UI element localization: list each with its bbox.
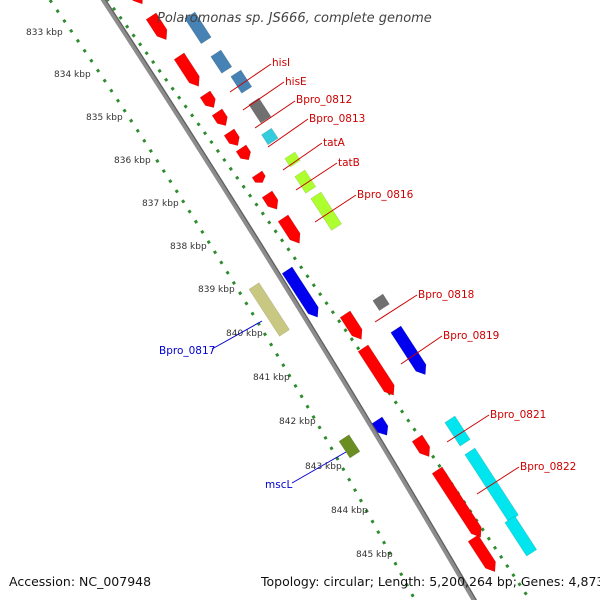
tick-label-835: 835 kbp — [86, 113, 123, 123]
gene-labels: hisI hisE Bpro_0812 Bpro_0813 tatA tatB … — [159, 57, 576, 491]
gene-block-cyan-c[interactable] — [504, 515, 538, 557]
gene-block-red-e[interactable] — [211, 108, 228, 126]
gene-label-bpro0822[interactable]: Bpro_0822 — [520, 461, 576, 473]
leader-bpro0817 — [211, 320, 263, 350]
tick-labels: 833 kbp 834 kbp 835 kbp 836 kbp 837 kbp … — [26, 28, 393, 560]
genome-backbone-shadow — [104, 0, 477, 600]
gene-block-red-c[interactable] — [173, 52, 200, 87]
gene-block-steel-c[interactable] — [210, 49, 233, 74]
gene-block-steel-d[interactable] — [230, 69, 253, 94]
gene-block-cyan-a[interactable] — [444, 415, 471, 447]
leader-hisE — [242, 81, 285, 111]
inner-tick-ring — [48, 0, 417, 600]
gene-block-gray-b[interactable] — [372, 293, 390, 312]
gene-label-bpro0819[interactable]: Bpro_0819 — [443, 330, 499, 342]
gene-label-hisI[interactable]: hisI — [272, 57, 290, 69]
gene-label-bpro0818[interactable]: Bpro_0818 — [418, 289, 474, 301]
leader-tatA — [282, 142, 323, 171]
tick-label-842: 842 kbp — [279, 417, 316, 427]
gene-label-bpro0821[interactable]: Bpro_0821 — [490, 409, 546, 421]
map-title: Polaromonas sp. JS666, complete genome — [157, 11, 432, 26]
leader-bpro0821 — [446, 414, 490, 443]
gene-block-ygreen-b[interactable] — [294, 169, 317, 194]
label-leader-lines — [211, 63, 520, 495]
gene-block-red-g[interactable] — [235, 144, 252, 161]
gene-block-lcyan-a[interactable] — [261, 127, 279, 146]
gene-block-khaki-a[interactable] — [248, 282, 290, 337]
gene-block-red-n[interactable] — [431, 466, 482, 538]
gene-label-bpro0813[interactable]: Bpro_0813 — [309, 113, 365, 125]
gene-block-red-i[interactable] — [261, 190, 279, 210]
gene-label-bpro0812[interactable]: Bpro_0812 — [296, 94, 352, 106]
tick-label-839: 839 kbp — [198, 285, 235, 295]
gene-block-red-f[interactable] — [223, 128, 240, 146]
gene-block-red-b[interactable] — [145, 12, 168, 41]
gene-block-blue-c[interactable] — [371, 416, 389, 436]
tick-label-838: 838 kbp — [170, 242, 207, 252]
leader-tatB — [295, 162, 338, 191]
leader-bpro0816 — [314, 194, 357, 223]
tick-label-834: 834 kbp — [54, 70, 91, 80]
leader-mscL — [291, 451, 347, 484]
tick-label-841: 841 kbp — [253, 373, 290, 383]
gene-block-blue-a[interactable] — [281, 266, 319, 318]
gene-label-tatA[interactable]: tatA — [323, 137, 346, 149]
gene-label-mscL[interactable]: mscL — [265, 479, 292, 491]
gene-block-blue-b[interactable] — [390, 325, 427, 376]
leader-bpro0812 — [254, 100, 296, 129]
gene-block-gray-a[interactable] — [248, 97, 272, 124]
tick-label-837: 837 kbp — [142, 199, 179, 209]
gene-block-ygreen-a[interactable] — [284, 151, 301, 168]
tick-label-843: 843 kbp — [305, 462, 342, 472]
accession-text: Accession: NC_007948 — [9, 574, 151, 589]
gene-block-red-o[interactable] — [467, 534, 496, 573]
genome-summary-text: Topology: circular; Length: 5,200,264 bp… — [260, 574, 600, 589]
genome-backbone — [100, 0, 478, 600]
tick-label-844: 844 kbp — [331, 506, 368, 516]
gene-block-steel-b[interactable] — [184, 11, 212, 45]
gene-block-olive-a[interactable] — [338, 434, 361, 459]
tick-label-833: 833 kbp — [26, 28, 63, 38]
gene-block-red-j[interactable] — [277, 214, 301, 244]
tick-label-840: 840 kbp — [226, 329, 263, 339]
gene-block-red-l[interactable] — [357, 344, 395, 396]
gene-label-hisE[interactable]: hisE — [285, 76, 307, 88]
leader-bpro0822 — [476, 466, 520, 495]
gene-block-ygreen-c[interactable] — [310, 191, 343, 231]
leader-bpro0819 — [400, 335, 443, 365]
gene-label-tatB[interactable]: tatB — [338, 157, 360, 169]
leader-bpro0813 — [267, 118, 309, 148]
leader-hisI — [229, 63, 272, 93]
feature-track — [123, 0, 538, 573]
leader-bpro0818 — [374, 294, 418, 323]
gene-block-red-a[interactable] — [123, 0, 143, 5]
gene-block-red-h[interactable] — [251, 170, 266, 183]
tick-label-845: 845 kbp — [356, 550, 393, 560]
gene-label-bpro0817[interactable]: Bpro_0817 — [159, 345, 215, 357]
gene-block-red-d[interactable] — [199, 90, 216, 108]
gene-label-bpro0816[interactable]: Bpro_0816 — [357, 189, 414, 201]
tick-label-836: 836 kbp — [114, 156, 151, 166]
gene-block-red-m[interactable] — [411, 434, 431, 458]
gene-block-red-k[interactable] — [339, 310, 363, 340]
